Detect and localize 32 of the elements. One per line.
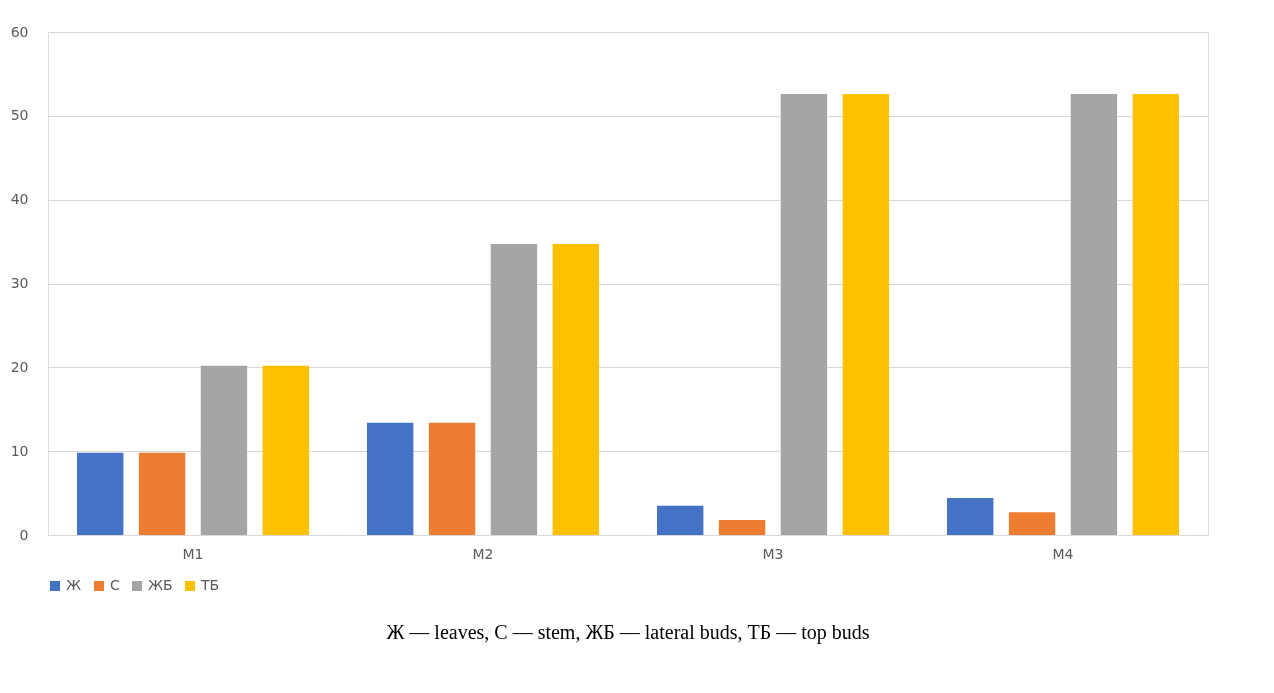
bar bbox=[428, 422, 476, 535]
bar bbox=[1070, 94, 1118, 535]
bar bbox=[718, 519, 766, 535]
bar bbox=[490, 244, 538, 535]
bar bbox=[1008, 512, 1056, 535]
text: Ж — leaves, С — stem, ЖБ — lateral buds, ТБ — top buds bbox=[386, 621, 870, 644]
x-tick-label: M1 bbox=[182, 545, 204, 562]
x-tick-label: M2 bbox=[472, 545, 494, 562]
bar bbox=[657, 505, 704, 535]
bar bbox=[77, 452, 124, 535]
legend-label: Ж bbox=[66, 577, 82, 593]
bar bbox=[1132, 94, 1179, 535]
bar bbox=[780, 94, 828, 535]
bar bbox=[552, 244, 599, 535]
y-tick-label: 0 bbox=[19, 526, 29, 543]
bar bbox=[947, 498, 994, 535]
bar bbox=[842, 94, 889, 535]
y-tick-label: 20 bbox=[10, 358, 29, 375]
y-tick-label: 10 bbox=[10, 442, 29, 459]
y-tick-label: 40 bbox=[10, 191, 29, 208]
x-tick-label: M3 bbox=[762, 545, 784, 562]
y-tick-label: 60 bbox=[10, 23, 29, 40]
x-tick-label: M4 bbox=[1052, 545, 1074, 562]
bar bbox=[200, 365, 248, 535]
y-tick-label: 50 bbox=[10, 107, 29, 124]
legend-label: ТБ bbox=[200, 577, 220, 593]
bar bbox=[138, 452, 186, 535]
y-tick-label: 30 bbox=[10, 275, 29, 291]
legend-label: С bbox=[110, 577, 120, 593]
bar bbox=[367, 422, 414, 535]
legend-label: ЖБ bbox=[148, 577, 173, 593]
bar bbox=[262, 365, 309, 535]
